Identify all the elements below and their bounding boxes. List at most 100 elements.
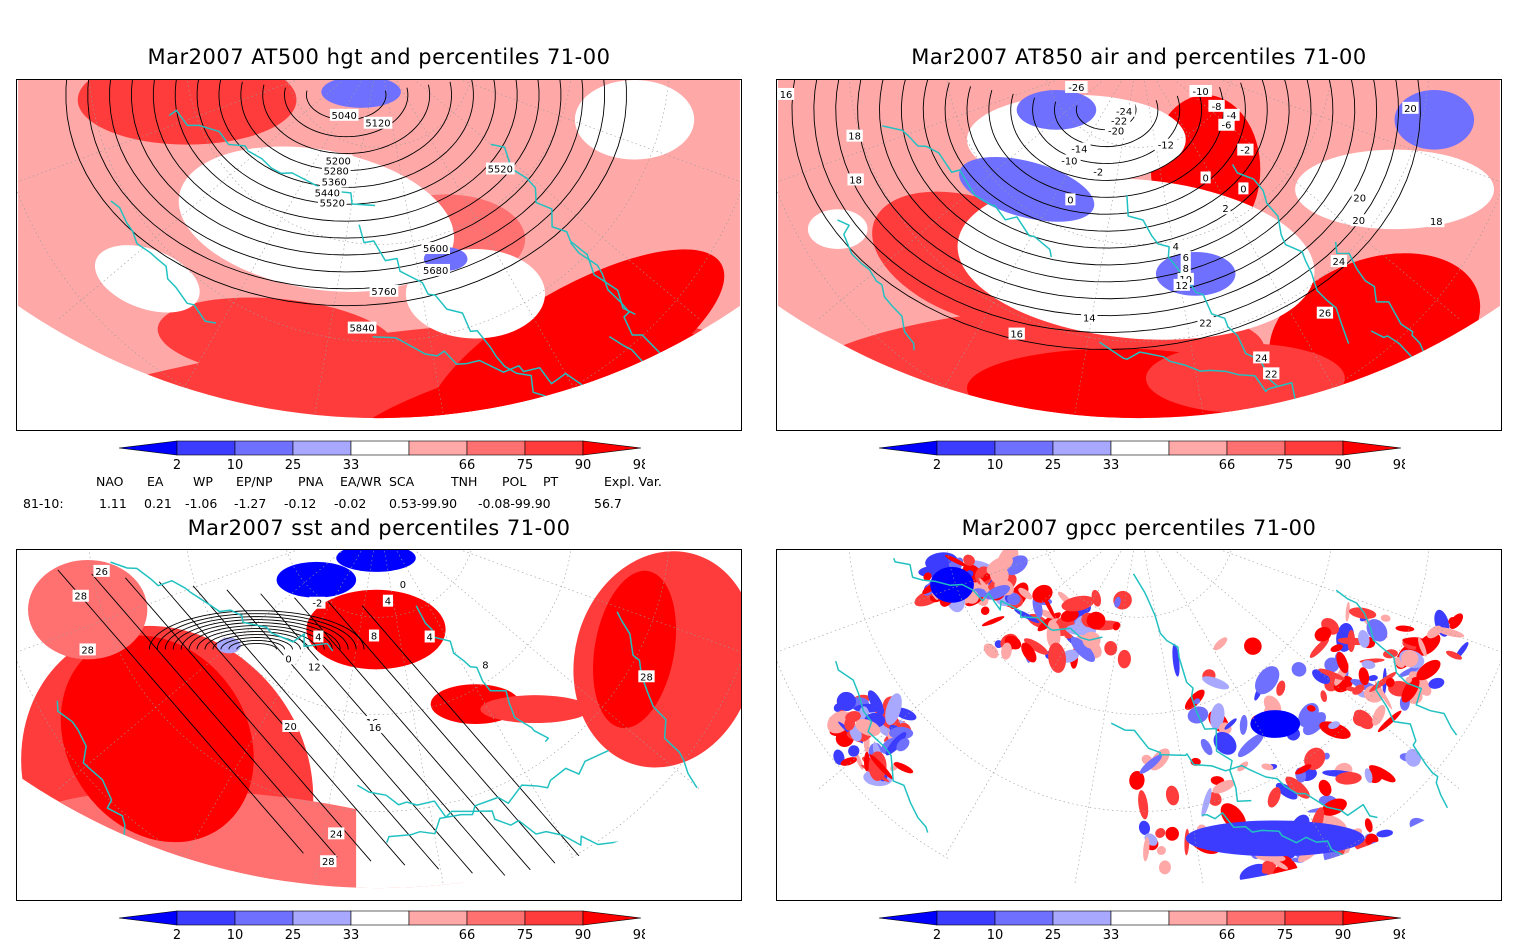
precip-anomaly-blob [1112, 621, 1120, 631]
map-hgt: 5040512052005280536054405520552056005680… [17, 80, 741, 419]
latitude-grid-line [944, 550, 1334, 715]
anomaly-blob [28, 559, 148, 660]
contour-label-box [1189, 84, 1212, 97]
colorbar-tick-label: 66 [1219, 458, 1236, 473]
sst-contour-line [226, 589, 473, 874]
precip-anomaly-blob [1250, 710, 1301, 738]
contour-label-box [312, 186, 342, 199]
precip-anomaly-blob [1117, 649, 1131, 669]
index-value: -1.06 [185, 496, 218, 511]
index-value: 56.7 [594, 496, 622, 511]
contour-label: 20 [1404, 104, 1417, 115]
colorbar-segment [994, 440, 1054, 456]
contour-label-box [282, 720, 299, 732]
colorbar-tick-label: 66 [1219, 928, 1236, 943]
contour-label-box [1200, 171, 1211, 184]
precip-anomaly-blob [1413, 862, 1443, 874]
contour-label: -2 [1240, 146, 1250, 157]
panel-title-hgt: Mar2007 AT500 hgt and percentiles 71-00 [147, 45, 611, 69]
precip-anomaly-blob [1367, 675, 1378, 682]
hgt-contour-line [87, 80, 605, 290]
colorbar-tick-label: 2 [933, 458, 941, 473]
colorbar-tick-label: 33 [1103, 928, 1120, 943]
colorbar-tick-label: 98 [1393, 458, 1405, 473]
contour-label-box [847, 173, 864, 186]
contour-label: 0 [1240, 184, 1246, 195]
precip-anomaly-blob [1418, 637, 1427, 657]
sst-contour-line [212, 634, 301, 650]
contour-label: -20 [1108, 127, 1124, 138]
precip-anomaly-blob [1212, 779, 1235, 794]
anomaly-blob [807, 209, 868, 250]
precip-anomaly-blob [1400, 856, 1421, 873]
precip-anomaly-blob [885, 693, 902, 725]
precip-anomaly-blob [1038, 609, 1056, 619]
contour-label: 8 [482, 660, 488, 671]
precip-anomaly-blob [980, 606, 990, 616]
contour-label-box [366, 721, 384, 733]
precip-anomaly-blob [1377, 710, 1402, 733]
contour-label: -10 [1061, 157, 1077, 168]
colorbar-arrow-right [582, 440, 642, 456]
contour-label-box [397, 577, 408, 590]
colorbar-tick-label: 90 [575, 928, 592, 943]
teleconnection-indices: NAO EA WP EP/NP PNA EA/WR SCA TNH POL PT… [0, 474, 700, 514]
temperature-contour-line [879, 80, 1334, 283]
precip-anomaly-blob [1104, 640, 1118, 656]
index-header: SCA [389, 474, 415, 489]
precip-anomaly-blob [1347, 629, 1356, 653]
anomaly-blob [321, 80, 401, 108]
precip-anomaly-blob [1276, 680, 1286, 696]
contour-label-box [79, 643, 96, 656]
contour-label: 0 [1067, 195, 1073, 206]
colorbar-arrow-left [878, 440, 938, 456]
contour-label: 8 [371, 631, 377, 642]
precip-anomaly-blob [1320, 690, 1328, 703]
precip-anomaly-blob [1401, 676, 1420, 703]
contour-label: 26 [1319, 309, 1332, 320]
precip-anomaly-blob [981, 616, 1005, 627]
colorbar-tick-label: 98 [633, 458, 645, 473]
contour-label: 4 [315, 632, 321, 643]
coastline [386, 749, 609, 843]
index-header: NAO [96, 474, 124, 489]
precip-anomaly-blob [1330, 644, 1343, 653]
precip-anomaly-blob [1363, 857, 1378, 873]
contour-label-box [1068, 142, 1091, 155]
precip-anomaly-blob [1060, 609, 1079, 623]
contour-label: -12 [1158, 141, 1174, 152]
precip-anomaly-blob [1380, 614, 1391, 622]
anomaly-blob [1394, 89, 1475, 150]
precip-anomaly-blob [1261, 763, 1274, 771]
latitude-grid-line [1041, 80, 1237, 148]
colorbar-tick-label: 25 [285, 458, 302, 473]
precip-anomaly-blob [1435, 627, 1465, 638]
contour-label-box [72, 589, 89, 602]
precip-anomaly-blob [1143, 837, 1150, 862]
colorbar-segment [350, 910, 410, 926]
precip-anomaly-blob [1328, 721, 1340, 729]
temperature-contour-line [900, 80, 1312, 266]
precip-anomaly-blob [1165, 826, 1179, 841]
contour-label-box [1238, 182, 1249, 195]
precip-anomaly-blob [1377, 854, 1394, 868]
precip-anomaly-blob [1291, 662, 1307, 677]
contour-label: 0 [285, 654, 291, 665]
contour-label-box [1253, 351, 1270, 364]
contour-label-box [1223, 108, 1240, 121]
precip-anomaly-blob [1023, 638, 1049, 655]
colorbar-air: 2 10 25 33 66 75 90 98 [875, 438, 1405, 480]
precip-anomaly-blob [1405, 829, 1415, 843]
precip-anomaly-blob [1307, 705, 1316, 712]
precip-anomaly-blob [1363, 685, 1384, 703]
precip-anomaly-blob [1336, 651, 1349, 674]
precip-anomaly-blob [1319, 721, 1351, 739]
precip-anomaly-blob [1372, 704, 1386, 726]
contour-label-box [1428, 215, 1445, 228]
colorbar-segment [292, 440, 352, 456]
precip-anomaly-blob [1335, 772, 1362, 785]
colorbar-tick-label: 25 [1045, 928, 1062, 943]
precip-anomaly-blob [1185, 820, 1365, 857]
contour-label-box [1081, 311, 1098, 324]
